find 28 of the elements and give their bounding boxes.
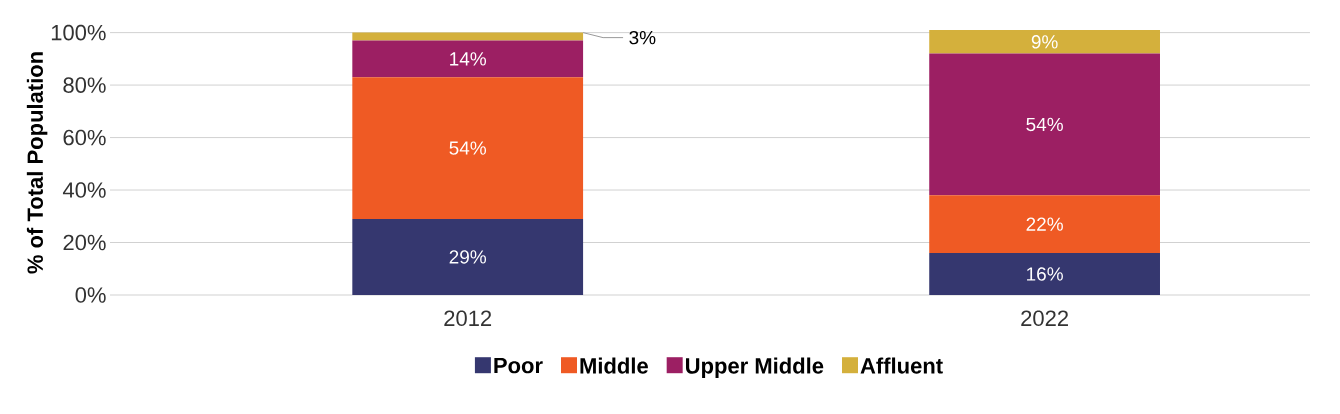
bar <box>352 77 584 219</box>
data-label: 14% <box>450 52 487 66</box>
legend-label: Affluent <box>860 357 943 374</box>
bar <box>929 253 1160 295</box>
legend-label: Upper Middle <box>685 357 824 378</box>
y-tick-label: 80% <box>63 77 106 93</box>
data-label: 54% <box>1026 117 1063 132</box>
bar <box>929 53 1160 196</box>
x-tick-label: 2022 <box>1021 310 1068 327</box>
x-tick-label: 2012 <box>444 310 492 327</box>
bar <box>929 29 1160 54</box>
data-label: 29% <box>449 250 487 264</box>
data-label: 9% <box>1031 35 1058 49</box>
y-tick-label: 20% <box>63 234 106 251</box>
y-tick-label: 40% <box>62 182 106 198</box>
y-axis-title: % of Total Population <box>26 52 48 274</box>
bar <box>352 218 584 295</box>
data-label: 3% <box>629 30 656 45</box>
y-tick-label: 60% <box>63 129 106 146</box>
y-tick-label: 0% <box>75 287 106 303</box>
bar <box>929 195 1160 254</box>
data-label: 22% <box>1026 217 1063 231</box>
bar <box>352 40 584 78</box>
data-label: 16% <box>1027 267 1063 281</box>
data-label: 54% <box>449 141 487 155</box>
y-tick-label: 100% <box>51 24 106 41</box>
legend-label: Middle <box>580 357 648 374</box>
legend-label: Poor <box>494 357 543 374</box>
